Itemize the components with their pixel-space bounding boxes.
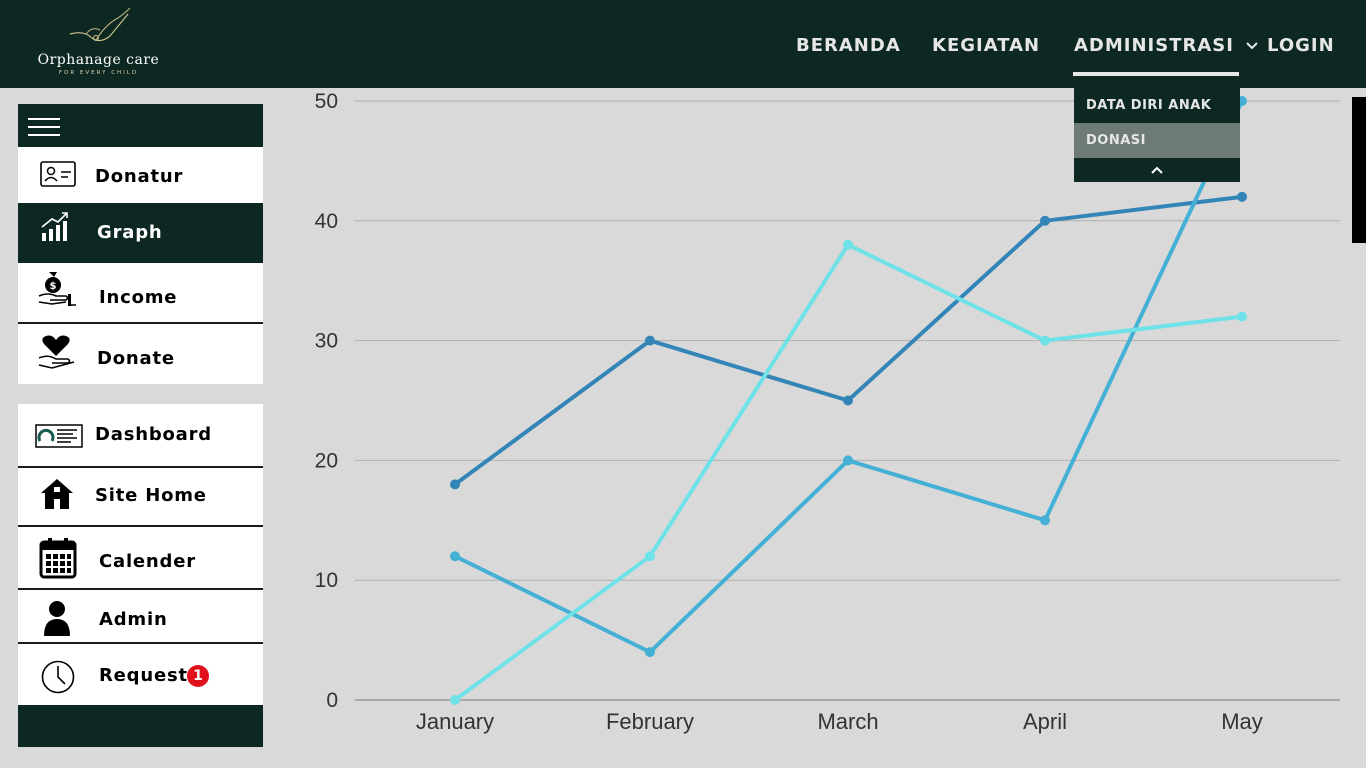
x-tick-label: March bbox=[817, 709, 878, 734]
data-point bbox=[645, 647, 655, 658]
chevron-up-icon[interactable] bbox=[1074, 158, 1240, 182]
data-point bbox=[1040, 335, 1050, 346]
sidebar-item-site-home[interactable]: Site Home bbox=[18, 468, 263, 527]
sidebar-item-graph[interactable]: Graph bbox=[18, 203, 263, 263]
user-icon bbox=[44, 601, 70, 636]
data-point bbox=[450, 695, 460, 705]
series-line-2 bbox=[454, 100, 1244, 655]
data-point bbox=[1040, 515, 1050, 526]
series-line-3 bbox=[453, 242, 1243, 702]
sidebar-item-label: Admin bbox=[99, 609, 168, 630]
logo-subtitle: FOR EVERY CHILD bbox=[58, 70, 139, 76]
clock-icon bbox=[41, 660, 75, 694]
site-logo[interactable]: Orphanage care FOR EVERY CHILD bbox=[26, 4, 176, 84]
sidebar-item-label: Request bbox=[99, 665, 188, 686]
money-bag-hand-icon: $ bbox=[38, 272, 76, 306]
sidebar-item-admin[interactable]: Admin bbox=[18, 590, 263, 644]
nav-administrasi-label: ADMINISTRASI bbox=[1074, 35, 1234, 56]
data-point bbox=[843, 239, 853, 250]
hands-logo-icon bbox=[69, 7, 131, 42]
y-tick-label: 10 bbox=[315, 569, 338, 592]
y-tick-label: 50 bbox=[315, 90, 338, 113]
sidebar-footer bbox=[18, 705, 263, 747]
sidebar-item-label: Dashboard bbox=[95, 424, 212, 445]
sidebar-item-request[interactable]: Request 1 bbox=[18, 644, 263, 705]
x-tick-label: April bbox=[1023, 709, 1067, 734]
x-tick-label: January bbox=[416, 709, 494, 734]
y-tick-label: 40 bbox=[315, 210, 338, 233]
hamburger-menu-icon[interactable] bbox=[28, 118, 60, 136]
sidebar-item-label: Donatur bbox=[95, 166, 184, 187]
sidebar-item-label: Income bbox=[99, 287, 178, 308]
line-chart: 0 10 20 30 40 50 January February March April May bbox=[315, 90, 1340, 734]
top-header: Orphanage care FOR EVERY CHILD BERANDA K… bbox=[0, 0, 1366, 88]
data-point bbox=[450, 479, 460, 490]
calendar-icon bbox=[39, 538, 77, 579]
sidebar-item-label: Calender bbox=[99, 551, 196, 572]
dashboard-icon bbox=[35, 424, 83, 448]
sidebar-item-donatur[interactable]: Donatur bbox=[18, 147, 263, 203]
data-point bbox=[450, 551, 460, 562]
logo-title: Orphanage care bbox=[37, 52, 160, 68]
sidebar-item-label: Graph bbox=[97, 222, 163, 243]
data-point bbox=[1237, 191, 1247, 202]
sidebar-item-dashboard[interactable]: Dashboard bbox=[18, 404, 263, 468]
scrollbar-thumb[interactable] bbox=[1352, 97, 1366, 243]
sidebar-item-label: Donate bbox=[97, 348, 175, 369]
x-tick-label: February bbox=[606, 709, 694, 734]
heart-hand-icon bbox=[38, 335, 75, 369]
home-icon bbox=[41, 479, 73, 509]
chevron-down-icon bbox=[1246, 42, 1258, 50]
sidebar-item-donate[interactable]: Donate bbox=[18, 324, 263, 384]
data-point bbox=[1237, 311, 1247, 322]
nav-login[interactable]: LOGIN bbox=[1267, 35, 1335, 56]
active-nav-underline bbox=[1073, 72, 1239, 76]
sidebar-header bbox=[18, 104, 263, 147]
data-point bbox=[843, 395, 853, 406]
data-point bbox=[1040, 215, 1050, 226]
id-card-icon bbox=[40, 161, 76, 187]
dropdown-item-donasi[interactable]: DONASI bbox=[1074, 123, 1240, 158]
request-count-badge: 1 bbox=[187, 665, 209, 687]
sidebar-item-label: Site Home bbox=[95, 485, 207, 506]
svg-text:$: $ bbox=[50, 281, 57, 292]
dropdown-item-data-diri-anak[interactable]: DATA DIRI ANAK bbox=[1086, 98, 1212, 113]
nav-kegiatan[interactable]: KEGIATAN bbox=[932, 35, 1041, 56]
data-point bbox=[645, 335, 655, 346]
x-tick-label: May bbox=[1221, 709, 1263, 734]
y-tick-label: 20 bbox=[315, 449, 338, 472]
bar-chart-trend-icon bbox=[41, 212, 68, 241]
nav-beranda[interactable]: BERANDA bbox=[796, 35, 901, 56]
sidebar-item-income[interactable]: $ Income bbox=[18, 263, 263, 324]
y-tick-label: 30 bbox=[315, 330, 338, 353]
data-point bbox=[645, 551, 655, 562]
sidebar-item-calender[interactable]: Calender bbox=[18, 527, 263, 590]
nav-administrasi[interactable]: ADMINISTRASI bbox=[1074, 35, 1259, 56]
data-point bbox=[843, 455, 853, 466]
y-tick-label: 0 bbox=[326, 689, 338, 712]
administrasi-dropdown: DATA DIRI ANAK DONASI bbox=[1074, 88, 1240, 182]
